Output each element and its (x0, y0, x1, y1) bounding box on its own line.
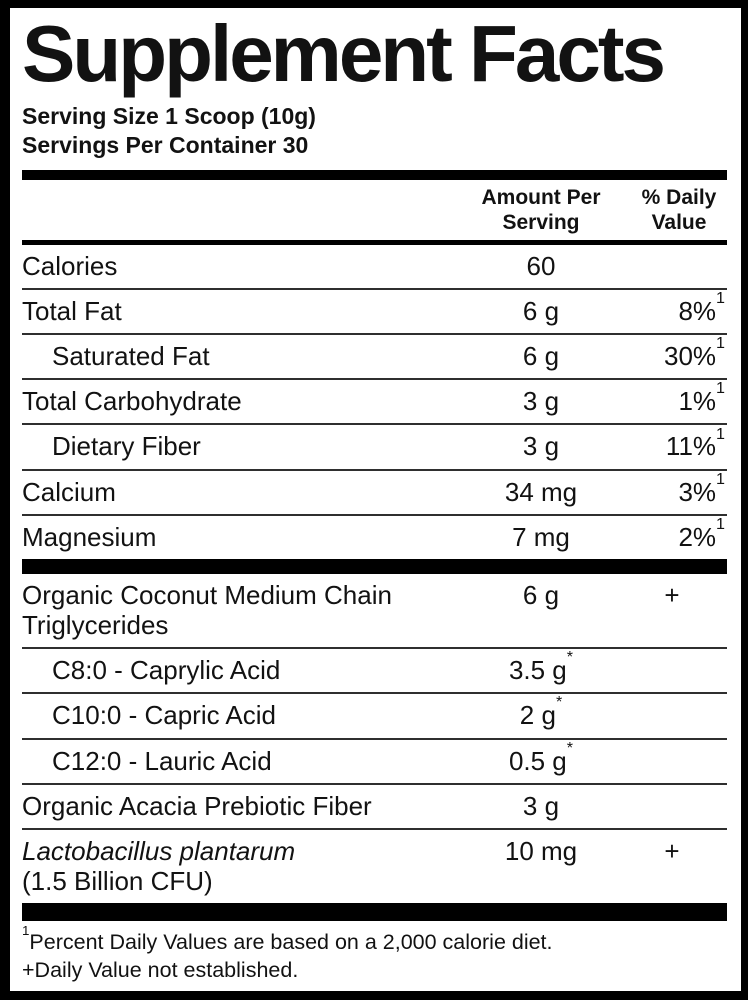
nutrient-name-part: C8:0 - Caprylic Acid (52, 655, 281, 686)
nutrient-daily-value: 8%1 (678, 289, 725, 326)
separator-bar (22, 903, 727, 922)
nutrient-row: C12:0 - Lauric Acid 0.5 g* (22, 737, 727, 783)
nutrient-amount: 3 g (522, 431, 560, 462)
footnote: +Daily Value not established. (22, 958, 299, 983)
nutrient-name: Magnesium (22, 522, 451, 552)
column-header-dv: % Daily Value (631, 180, 727, 241)
nutrient-amount: 60 (526, 250, 556, 281)
nutrient-row: Magnesium 7 mg 2%1 (22, 513, 727, 559)
nutrient-name-part: Total Carbohydrate (22, 386, 242, 417)
nutrient-amount: 34 mg (504, 476, 578, 507)
column-header-row: Amount Per Serving % Daily Value (22, 180, 727, 241)
column-header-dv-line1: % Daily (641, 185, 717, 209)
nutrient-daily-value: + (664, 835, 680, 866)
nutrient-name: Total Fat (22, 296, 451, 326)
separator-bar (22, 169, 727, 180)
nutrient-name: Organic Acacia Prebiotic Fiber (22, 791, 451, 821)
column-header-dv-line2: Value (651, 210, 707, 234)
nutrient-name-part: (1.5 Billion CFU) (22, 865, 213, 896)
nutrient-row: Total Fat 6 g 8%1 (22, 287, 727, 333)
nutrient-name: C12:0 - Lauric Acid (22, 746, 451, 776)
nutrient-name-part: Lactobacillus plantarum (22, 835, 296, 866)
separator-bar (22, 240, 727, 245)
nutrient-name-part: Total Fat (22, 295, 122, 326)
nutrient-amount: 6 g (522, 579, 560, 610)
dv-footnote-marker: 1 (716, 379, 725, 398)
column-header-amount-line2: Serving (502, 210, 580, 234)
nutrient-amount: 2 g* (519, 693, 563, 731)
nutrient-row: Organic Coconut Medium Chain Triglycerid… (22, 574, 727, 647)
nutrient-row: C10:0 - Capric Acid 2 g* (22, 692, 727, 737)
nutrient-name-part: Calories (22, 250, 118, 281)
column-header-spacer (22, 180, 451, 241)
nutrient-amount: 10 mg (504, 835, 578, 866)
nutrient-name-part: Organic Coconut Medium Chain Triglycerid… (22, 579, 392, 641)
nutrient-table: Calories 60 Total Fat 6 g 8%1 Saturated Fat 6 … (22, 245, 727, 922)
nutrient-daily-value: 3%1 (678, 469, 725, 507)
nutrient-name-part: Magnesium (22, 521, 157, 552)
dv-footnote-marker: 1 (716, 469, 725, 488)
nutrient-name-part: C12:0 - Lauric Acid (52, 745, 272, 776)
nutrient-name: C8:0 - Caprylic Acid (22, 655, 451, 685)
nutrient-daily-value: 30%1 (663, 334, 725, 372)
nutrient-name: C10:0 - Capric Acid (22, 700, 451, 730)
serving-size: Serving Size 1 Scoop (10g) (22, 103, 316, 129)
amount-footnote-marker: * (566, 648, 574, 667)
nutrient-row: Saturated Fat 6 g 30%1 (22, 333, 727, 378)
nutrient-name-part: Organic Acacia Prebiotic Fiber (22, 790, 372, 821)
nutrient-name: Calcium (22, 477, 451, 507)
nutrient-amount: 7 mg (512, 521, 570, 552)
nutrient-amount: 0.5 g* (508, 738, 574, 776)
footnote-marker: 1 (22, 922, 30, 938)
dv-footnote-marker: 1 (716, 514, 725, 533)
nutrient-daily-value: + (664, 579, 680, 610)
nutrient-row: Total Carbohydrate 3 g 1%1 (22, 378, 727, 423)
nutrient-name: Calories (22, 251, 451, 281)
nutrient-name: Lactobacillus plantarum (1.5 Billion CFU) (22, 836, 451, 896)
amount-footnote-marker: * (566, 738, 574, 757)
nutrient-amount: 6 g (522, 295, 560, 326)
column-header-amount: Amount Per Serving (451, 180, 631, 241)
servings-per-container: Servings Per Container 30 (22, 132, 309, 159)
nutrient-row: Organic Acacia Prebiotic Fiber 3 g (22, 782, 727, 828)
nutrient-daily-value: 2%1 (678, 514, 725, 552)
footnote: 1Percent Daily Values are based on a 2,0… (22, 922, 553, 955)
nutrient-name: Dietary Fiber (22, 431, 451, 461)
nutrient-row: Lactobacillus plantarum (1.5 Billion CFU)… (22, 827, 727, 903)
nutrient-amount: 3.5 g* (508, 648, 574, 686)
dv-footnote-marker: 1 (716, 334, 725, 353)
separator-bar (22, 558, 727, 574)
nutrient-row: Calcium 34 mg 3%1 (22, 468, 727, 514)
nutrient-amount: 3 g (522, 386, 560, 417)
dv-footnote-marker: 1 (716, 424, 725, 443)
nutrient-name-part: Saturated Fat (52, 341, 210, 372)
nutrient-name: Total Carbohydrate (22, 386, 451, 416)
nutrient-name: Organic Coconut Medium Chain Triglycerid… (22, 580, 451, 640)
column-header-amount-line1: Amount Per (481, 185, 601, 209)
nutrient-daily-value: 1%1 (678, 379, 725, 417)
nutrient-name: Saturated Fat (22, 341, 451, 371)
nutrient-amount: 3 g (522, 790, 560, 821)
footnotes: 1Percent Daily Values are based on a 2,0… (22, 921, 727, 985)
nutrient-name-part: Calcium (22, 476, 116, 507)
table-section: Calories 60 Total Fat 6 g 8%1 Saturated Fat 6 … (22, 245, 727, 559)
nutrient-row: Calories 60 (22, 245, 727, 288)
nutrient-daily-value: 11%1 (665, 424, 725, 462)
supplement-facts-title: Supplement Facts (22, 9, 666, 98)
nutrient-amount: 6 g (522, 341, 560, 372)
nutrient-name-part: Dietary Fiber (52, 431, 201, 462)
amount-footnote-marker: * (555, 693, 563, 712)
nutrient-row: Dietary Fiber 3 g 11%1 (22, 423, 727, 468)
nutrient-name-part: C10:0 - Capric Acid (52, 700, 276, 731)
nutrient-row: C8:0 - Caprylic Acid 3.5 g* (22, 647, 727, 692)
dv-footnote-marker: 1 (716, 289, 725, 308)
table-section: Organic Coconut Medium Chain Triglycerid… (22, 574, 727, 903)
